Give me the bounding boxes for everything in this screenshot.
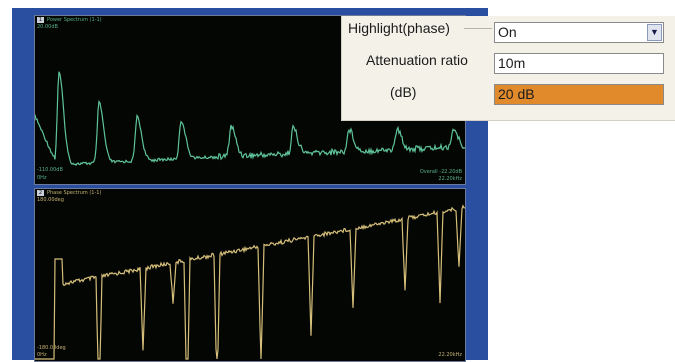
y-scale-bottom-label: -110.00dB xyxy=(37,167,63,173)
attenuation-ratio-input[interactable]: 10m xyxy=(494,53,664,74)
highlight-phase-select[interactable]: On ▼ xyxy=(494,22,664,43)
x-end-label: 22.20kHz xyxy=(438,352,462,358)
chevron-down-icon[interactable]: ▼ xyxy=(647,24,662,41)
highlight-settings-panel: Highlight(phase) On ▼ Attenuation ratio … xyxy=(341,16,675,121)
overall-readout: Overall -22.20dB xyxy=(419,169,462,175)
pane-title: Phase Spectrum (1-1) xyxy=(47,190,102,196)
highlight-phase-label: Highlight(phase) xyxy=(348,20,450,36)
highlight-phase-value: On xyxy=(498,24,517,40)
db-unit-label: (dB) xyxy=(390,84,417,100)
attenuation-ratio-value: 10m xyxy=(498,55,526,71)
phase-spectrum-plot xyxy=(35,204,465,360)
x-start-label: 0Hz xyxy=(37,175,47,181)
x-start-label: 0Hz xyxy=(37,352,47,358)
y-scale-bottom-label: -180.00deg xyxy=(37,345,66,351)
db-value-field[interactable]: 20 dB xyxy=(494,84,664,105)
phase-spectrum-pane[interactable]: 2 Phase Spectrum (1-1) 180.00deg -180.00… xyxy=(34,188,466,362)
y-scale-top-label: 20.00dB xyxy=(37,24,58,30)
trace-line xyxy=(35,71,465,167)
pane-number: 1 xyxy=(37,17,44,23)
label-separator xyxy=(464,28,492,29)
pane-title: Power Spectrum (1-1) xyxy=(47,17,102,23)
power-spectrum-plot xyxy=(35,71,465,167)
trace-line xyxy=(35,204,465,360)
db-value: 20 dB xyxy=(498,86,535,102)
pane-number: 2 xyxy=(37,190,44,196)
y-scale-top-label: 180.00deg xyxy=(37,197,64,203)
attenuation-ratio-label: Attenuation ratio xyxy=(366,52,468,68)
x-end-label: 22.20kHz xyxy=(438,176,462,182)
